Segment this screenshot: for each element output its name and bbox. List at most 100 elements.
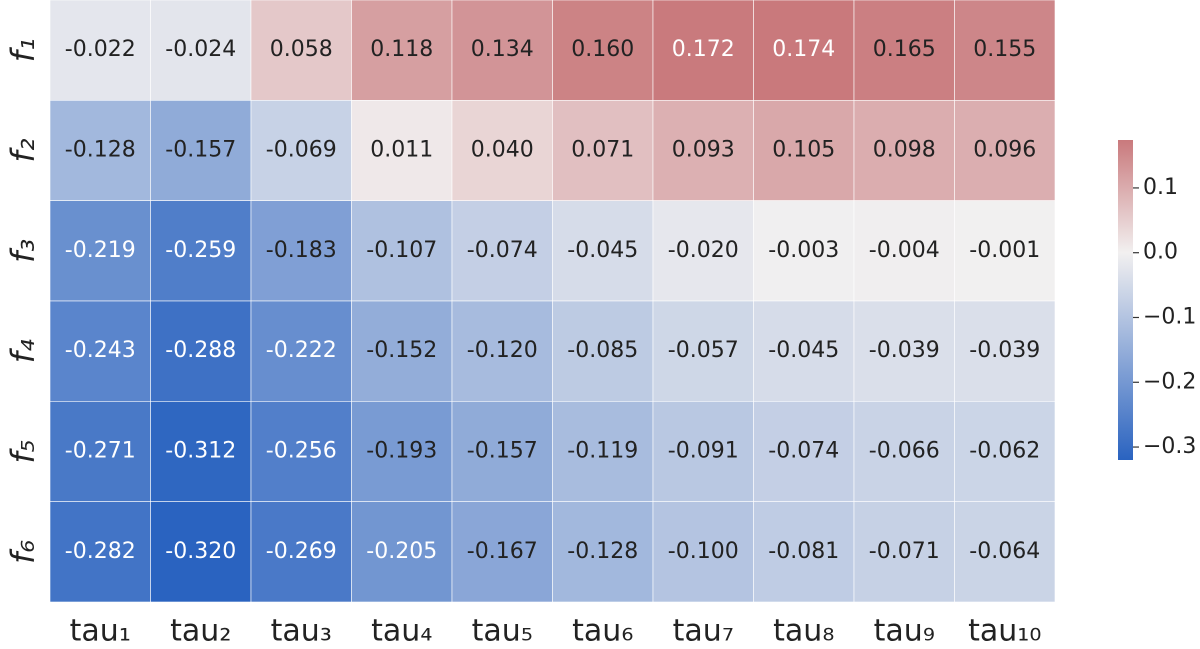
cell-label: 0.071 (571, 138, 634, 163)
x-tick-label: tau₁₀ (968, 614, 1041, 649)
heatmap-cell (552, 501, 654, 603)
cell-label: -0.064 (969, 539, 1040, 564)
cell-label: -0.001 (969, 238, 1040, 263)
cell-label: -0.128 (65, 138, 136, 163)
heatmap-cell (250, 300, 352, 402)
cell-label: 0.160 (571, 37, 634, 62)
heatmap-cell (652, 401, 754, 502)
heatmap-cell (552, 200, 654, 302)
heatmap-cell (753, 0, 855, 101)
cell-label: -0.039 (969, 338, 1040, 363)
cell-label: 0.098 (873, 138, 936, 163)
colorbar-tick-label: 0.1 (1143, 175, 1178, 200)
heatmap-cell (652, 300, 754, 402)
heatmap-cell (954, 100, 1056, 201)
cell-label: 0.105 (772, 138, 835, 163)
heatmap-cell (150, 200, 252, 302)
heatmap-cell (351, 100, 453, 201)
y-tick-label: f₃ (4, 239, 42, 263)
cell-label: 0.058 (270, 37, 333, 62)
cell-label: -0.024 (165, 37, 236, 62)
heatmap-cell (150, 100, 252, 201)
cell-label: -0.157 (165, 138, 236, 163)
cell-label: -0.183 (266, 238, 337, 263)
heatmap-cell (552, 300, 654, 402)
cell-label: 0.040 (471, 138, 534, 163)
heatmap-cell (451, 401, 553, 502)
cell-label: -0.085 (567, 338, 638, 363)
heatmap-cell (451, 0, 553, 101)
cell-label: -0.004 (869, 238, 940, 263)
heatmap-cell (753, 501, 855, 603)
heatmap-cell (552, 100, 654, 201)
cell-label: -0.074 (768, 439, 839, 464)
cell-label: -0.022 (65, 37, 136, 62)
cell-label: -0.120 (467, 338, 538, 363)
cell-label: -0.071 (869, 539, 940, 564)
x-tick-label: tau₈ (773, 614, 834, 649)
cell-label: -0.157 (467, 439, 538, 464)
heatmap-cell (652, 501, 754, 603)
cell-label: -0.152 (366, 338, 437, 363)
y-tick-label: f₆ (4, 540, 42, 564)
heatmap-cell (753, 200, 855, 302)
cell-label: -0.119 (567, 439, 638, 464)
cell-label: -0.045 (768, 338, 839, 363)
cell-label: -0.045 (567, 238, 638, 263)
heatmap-cell (853, 501, 955, 603)
y-tick-label: f₂ (4, 138, 42, 162)
cell-label: -0.193 (366, 439, 437, 464)
heatmap-cell (451, 501, 553, 603)
colorbar (1118, 140, 1133, 460)
cell-label: -0.219 (65, 238, 136, 263)
cell-label: -0.039 (869, 338, 940, 363)
x-tick-label: tau₆ (572, 614, 633, 649)
y-tick-label: f₄ (4, 339, 42, 363)
cell-label: -0.003 (768, 238, 839, 263)
cell-label: -0.091 (668, 439, 739, 464)
heatmap-cell (351, 0, 453, 101)
y-tick-label: f₁ (4, 38, 42, 62)
heatmap-cell (853, 300, 955, 402)
cell-label: -0.081 (768, 539, 839, 564)
y-tick-label: f₅ (4, 439, 42, 463)
cell-label: -0.205 (366, 539, 437, 564)
cell-label: -0.288 (165, 338, 236, 363)
heatmap-cell (49, 300, 151, 402)
x-tick-label: tau₅ (472, 614, 533, 649)
heatmap-cell (150, 501, 252, 603)
heatmap-cell (853, 200, 955, 302)
heatmap-cell (954, 0, 1056, 101)
colorbar-tick-label: −0.3 (1143, 434, 1196, 459)
x-tick-label: tau₇ (673, 614, 734, 649)
heatmap-cell (451, 300, 553, 402)
cell-label: -0.282 (65, 539, 136, 564)
heatmap-cell (652, 200, 754, 302)
x-tick-label: tau₂ (170, 614, 231, 649)
cell-label: 0.096 (973, 138, 1036, 163)
x-tick-label: tau₄ (371, 614, 432, 649)
heatmap-cell (351, 300, 453, 402)
cell-label: 0.011 (370, 138, 433, 163)
x-tick-label: tau₉ (874, 614, 935, 649)
x-tick-label: tau₁ (70, 614, 131, 649)
x-tick-label: tau₃ (271, 614, 332, 649)
cell-label: -0.320 (165, 539, 236, 564)
cell-label: 0.118 (370, 37, 433, 62)
cell-label: 0.174 (772, 37, 835, 62)
cell-label: -0.128 (567, 539, 638, 564)
heatmap-cell (954, 501, 1056, 603)
heatmap-cell (150, 300, 252, 402)
colorbar-tick-label: −0.1 (1143, 304, 1196, 329)
cell-label: -0.107 (366, 238, 437, 263)
cell-label: -0.066 (869, 439, 940, 464)
heatmap-cell (250, 501, 352, 603)
cell-label: 0.165 (873, 37, 936, 62)
cell-label: -0.074 (467, 238, 538, 263)
cell-label: -0.020 (668, 238, 739, 263)
colorbar-tick-label: 0.0 (1143, 240, 1178, 265)
heatmap-cell (954, 200, 1056, 302)
heatmap-cell (49, 100, 151, 201)
